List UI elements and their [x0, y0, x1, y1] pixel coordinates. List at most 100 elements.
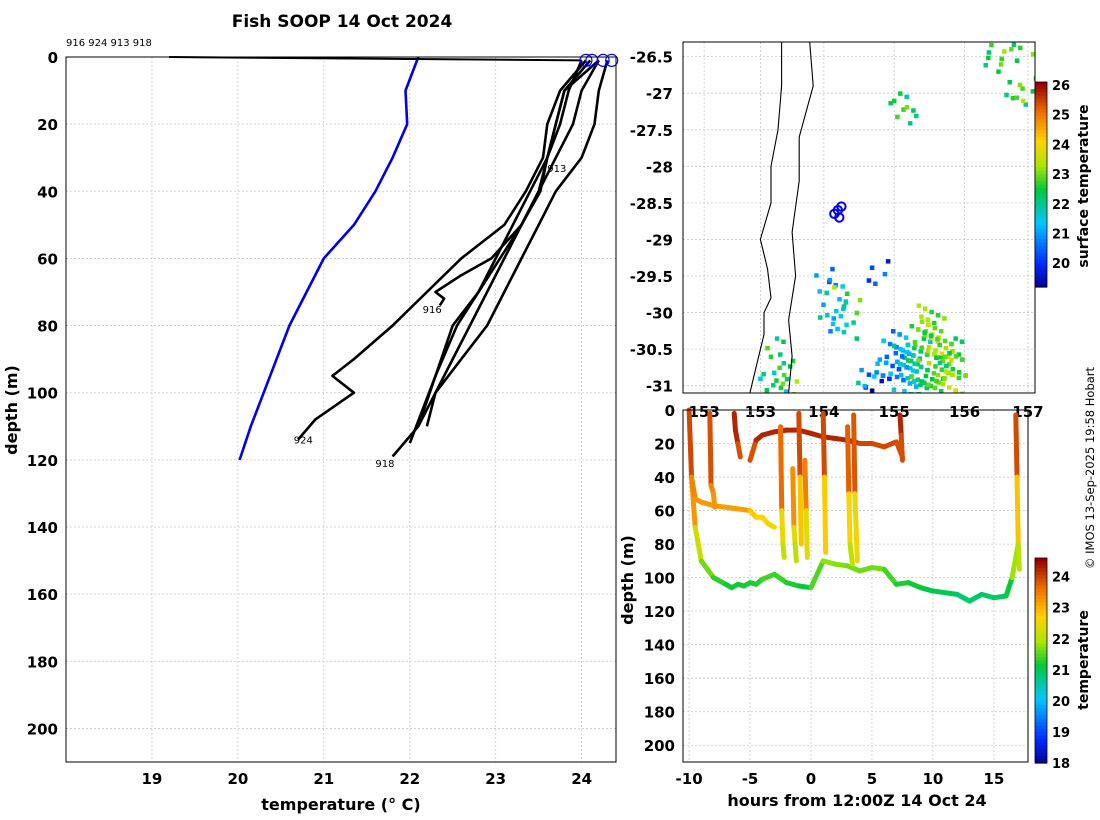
- colorbar-swatch: [1035, 745, 1047, 750]
- sst-cell: [912, 339, 918, 345]
- sst-cell: [866, 278, 872, 283]
- colorbar-swatch: [1035, 164, 1047, 169]
- colorbar-swatch: [1035, 694, 1047, 699]
- sst-cell: [915, 377, 921, 382]
- profiles-y-tick: 180: [27, 653, 58, 671]
- sst-cell: [939, 329, 944, 334]
- map-lon-tick: 156: [949, 403, 980, 421]
- colorbar-swatch: [1035, 715, 1047, 720]
- profiles-x-tick: 22: [399, 770, 420, 788]
- colorbar-swatch: [1035, 157, 1047, 162]
- sst-cell: [953, 388, 958, 393]
- sst-cell: [866, 372, 872, 377]
- profiles-x-label: temperature (° C): [261, 795, 420, 814]
- sst-cell: [778, 385, 784, 391]
- sst-cell: [928, 339, 933, 345]
- sst-cell: [768, 396, 773, 401]
- sst-cell: [901, 377, 906, 383]
- colorbar-swatch: [1035, 242, 1047, 247]
- section-trace-segment: [790, 466, 797, 530]
- sst-cell: [881, 338, 886, 344]
- profiles-y-tick: 0: [48, 49, 58, 67]
- sst-cell: [856, 380, 861, 386]
- section-trace-segment: [1013, 412, 1020, 480]
- colorbar-swatch: [1035, 646, 1047, 651]
- profile-line: [297, 59, 587, 441]
- section-trace-segment: [1015, 541, 1022, 572]
- colorbar-swatch: [1035, 663, 1047, 668]
- sst-cell: [831, 316, 836, 321]
- colorbar-swatch: [1035, 143, 1047, 148]
- sst-cell: [999, 56, 1004, 62]
- sst-cell: [986, 55, 991, 61]
- sst-cell: [918, 382, 923, 387]
- profiles-ticks: 19 20 21 22 23 24 0 20 40 60 80 100 120 140 160 180 200: [27, 49, 592, 788]
- colorbar-swatch: [1035, 704, 1047, 709]
- colorbar-swatch: [1035, 718, 1047, 723]
- section-colorbar-label: temperature: [1076, 610, 1092, 710]
- sst-cell: [891, 329, 896, 334]
- sst-cell: [918, 364, 924, 370]
- sst-cell: [956, 370, 962, 375]
- colorbar-swatch: [1035, 123, 1047, 128]
- sst-cell: [832, 285, 837, 290]
- profiles-y-tick: 40: [37, 183, 58, 201]
- sst-cell: [921, 398, 926, 403]
- sst-cell: [897, 332, 902, 337]
- sst-cell: [904, 105, 910, 110]
- colorbar-swatch: [1035, 687, 1047, 692]
- colorbar-tick: 23: [1052, 168, 1070, 183]
- map-lon-tick: 153: [688, 403, 719, 421]
- sst-cell: [929, 398, 934, 403]
- colorbar-swatch: [1035, 88, 1047, 93]
- profiles-y-tick: 20: [37, 116, 58, 134]
- sst-cell: [774, 336, 780, 341]
- sst-cell: [932, 385, 938, 391]
- sst-cell: [901, 107, 906, 112]
- profile-start-marker: [579, 53, 593, 67]
- colorbar-swatch: [1035, 150, 1047, 155]
- sst-cell: [909, 323, 915, 329]
- sst-cell: [895, 359, 900, 365]
- profile-line: [408, 59, 600, 444]
- section-trace-segment: [780, 541, 787, 561]
- sst-cell: [907, 381, 913, 386]
- profiles-axes-frame: [65, 56, 617, 763]
- colorbar-swatch: [1035, 184, 1047, 189]
- colorbar-swatch: [1035, 711, 1047, 716]
- section-x-tick: 15: [983, 770, 1004, 788]
- section-x-label: hours from 12:00Z 14 Oct 24: [727, 791, 986, 810]
- colorbar-tick: 20: [1052, 257, 1070, 272]
- sst-cell: [827, 277, 833, 283]
- sst-cell: [844, 291, 850, 297]
- sst-cell: [915, 327, 921, 332]
- sst-cell: [838, 313, 844, 319]
- sst-cell: [854, 336, 860, 341]
- colorbar-swatch: [1035, 636, 1047, 641]
- colorbar-swatch: [1035, 174, 1047, 179]
- sst-cell: [902, 355, 908, 361]
- sst-cell: [933, 348, 938, 353]
- sst-cell: [817, 289, 822, 294]
- colorbar-swatch: [1035, 633, 1047, 638]
- sst-cell: [953, 336, 958, 341]
- section-y-tick: 80: [654, 536, 675, 554]
- colorbar-swatch: [1035, 105, 1047, 110]
- sst-cell: [835, 326, 840, 332]
- map-lat-tick: -28: [646, 158, 673, 176]
- section-x-tick: 10: [922, 770, 943, 788]
- colorbar-swatch: [1035, 136, 1047, 141]
- map-lat-tick: -27: [646, 85, 673, 103]
- sst-cell: [947, 350, 952, 356]
- colorbar-swatch: [1035, 612, 1047, 617]
- sst-cell: [869, 388, 875, 393]
- sst-cell: [1011, 42, 1017, 47]
- map-colorbar: 20 21 22 23 24 25 26: [1034, 79, 1070, 288]
- colorbar-swatch: [1035, 756, 1047, 761]
- map-lat-tick: -30.5: [630, 341, 673, 359]
- sst-cell: [833, 282, 838, 288]
- colorbar-swatch: [1035, 732, 1047, 737]
- sst-cell: [923, 306, 928, 312]
- colorbar-swatch: [1035, 119, 1047, 124]
